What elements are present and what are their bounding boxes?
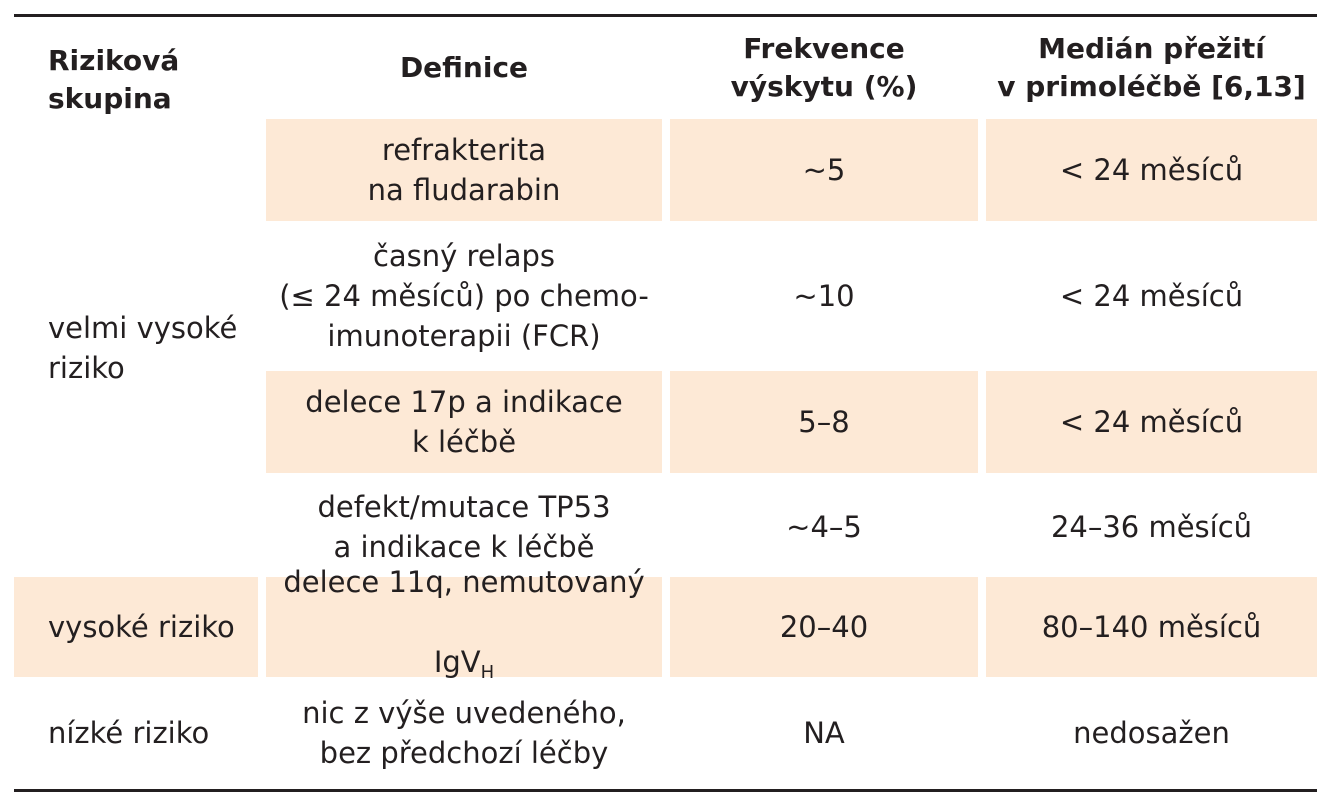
frequency-cell: ~5 — [670, 119, 978, 221]
definition-igv: IgV — [433, 644, 481, 679]
definition-cell: časný relaps (≤ 24 měsíců) po chemo- imu… — [279, 239, 649, 353]
definition-line: delece 11q, nemutovaný — [283, 564, 645, 599]
definition-line: IgVH — [283, 642, 644, 693]
header-frequency: Frekvence výskytu (%) — [730, 32, 918, 103]
survival-cell: 80–140 měsíců — [986, 577, 1317, 677]
frequency-cell: 20–40 — [670, 577, 978, 677]
frequency-cell: ~4–5 — [786, 510, 862, 544]
definition-subscript: H — [480, 661, 495, 683]
definition-cell: delece 17p a indikace k léčbě — [266, 371, 662, 473]
header-survival: Medián přežití v primoléčbě [6,13] — [997, 32, 1306, 103]
survival-cell: < 24 měsíců — [986, 119, 1317, 221]
definition-cell: defekt/mutace TP53 a indikace k léčbě — [317, 490, 611, 564]
risk-group-high: vysoké riziko — [14, 577, 258, 677]
risk-group-very-high: velmi vysoké riziko — [48, 311, 238, 385]
definition-cell: delece 11q, nemutovaný IgVH — [266, 565, 662, 683]
frequency-cell: ~10 — [793, 279, 855, 313]
table-top-rule — [14, 14, 1317, 17]
frequency-cell: NA — [803, 716, 845, 750]
definition-cell: nic z výše uvedeného, bez předchozí léčb… — [302, 696, 626, 770]
frequency-cell: 5–8 — [670, 371, 978, 473]
risk-group-low: nízké riziko — [48, 716, 210, 750]
survival-cell: 24–36 měsíců — [1050, 510, 1253, 544]
header-risk-group: Riziková skupina — [48, 44, 180, 115]
survival-cell: < 24 měsíců — [1059, 279, 1244, 313]
table-bottom-rule — [14, 789, 1317, 792]
definition-cell: refrakterita na fludarabin — [266, 119, 662, 221]
survival-cell: nedosažen — [1073, 716, 1230, 750]
survival-cell: < 24 měsíců — [986, 371, 1317, 473]
header-definition: Definice — [399, 51, 529, 84]
